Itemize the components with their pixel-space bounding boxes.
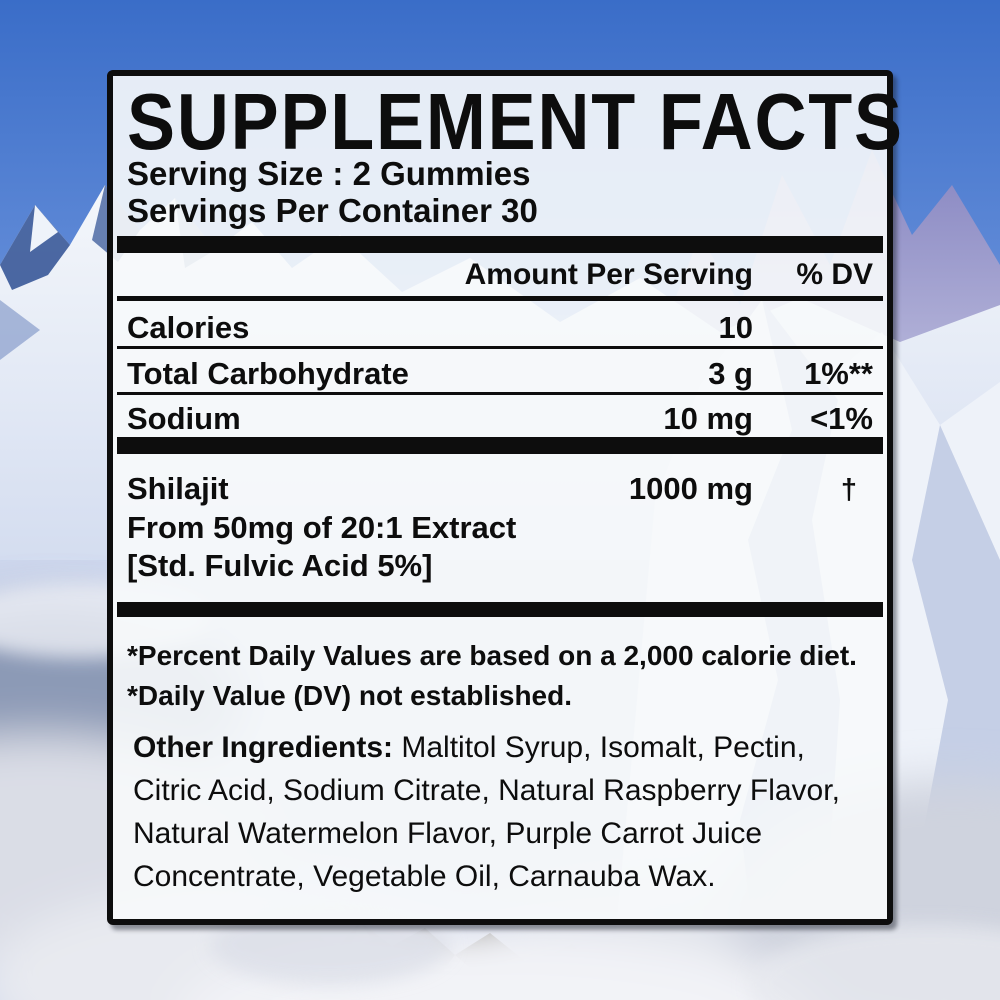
ingredient-name: Shilajit: [127, 471, 229, 506]
other-ingredients-label: Other Ingredients:: [133, 731, 394, 764]
other-ingredients: Other Ingredients: Maltitol Syrup, Isoma…: [133, 726, 877, 898]
nutrient-amount: 3 g: [708, 356, 753, 391]
row-separator: [117, 392, 883, 395]
nutrient-name: Calories: [127, 310, 250, 345]
nutrient-dv: 1%**: [804, 356, 873, 391]
nutrient-amount: 10: [718, 310, 753, 345]
serving-size: Serving Size : 2 Gummies: [127, 155, 531, 192]
header-separator: [117, 296, 883, 301]
nutrient-name: Sodium: [127, 401, 241, 436]
row-separator: [117, 346, 883, 349]
other-ingredients-list: Maltitol Syrup, Isomalt, Pectin, Citric …: [133, 731, 840, 893]
thick-divider-top: [117, 236, 883, 253]
footnote-daily-values: *Percent Daily Values are based on a 2,0…: [127, 640, 857, 671]
shilajit-fulvic-detail: [Std. Fulvic Acid 5%]: [127, 548, 433, 583]
supplement-facts-panel: SUPPLEMENT FACTS Serving Size : 2 Gummie…: [107, 70, 902, 925]
table-row-calories: Calories 10: [113, 310, 887, 346]
nutrient-dv: <1%: [810, 401, 873, 436]
column-header-dv: % DV: [796, 258, 873, 291]
table-row-sodium: Sodium 10 mg <1%: [113, 401, 887, 437]
shilajit-extract-detail: From 50mg of 20:1 Extract: [127, 510, 517, 545]
table-header-row: Amount Per Serving % DV: [113, 257, 887, 293]
nutrient-amount: 10 mg: [663, 401, 753, 436]
table-row-shilajit: Shilajit 1000 mg †: [113, 471, 887, 508]
thick-divider-middle: [117, 437, 883, 454]
ingredient-dv-dagger: †: [840, 474, 857, 506]
thick-divider-bottom: [117, 602, 883, 617]
ingredient-amount: 1000 mg: [628, 471, 753, 506]
footnote-dv-not-established: *Daily Value (DV) not established.: [127, 680, 573, 711]
servings-per-container: Servings Per Container 30: [127, 192, 538, 229]
panel-title: SUPPLEMENT FACTS: [127, 77, 904, 166]
table-row-total-carbohydrate: Total Carbohydrate 3 g 1%**: [113, 356, 887, 392]
column-header-amount: Amount Per Serving: [464, 258, 753, 291]
nutrient-name: Total Carbohydrate: [127, 356, 409, 391]
